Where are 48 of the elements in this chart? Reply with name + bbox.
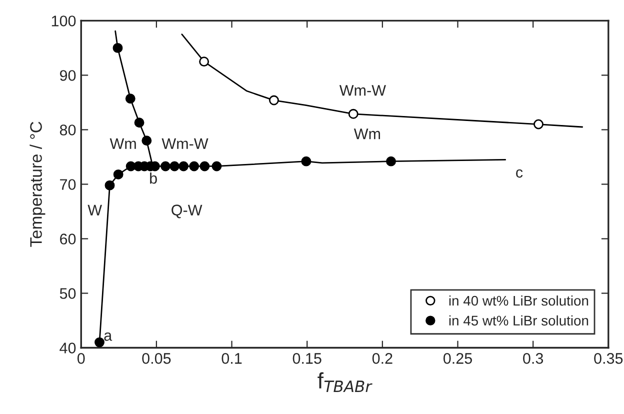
point — [199, 56, 210, 67]
annotation: Wm — [354, 128, 380, 140]
point — [189, 161, 200, 172]
point — [113, 169, 124, 180]
point — [160, 161, 170, 172]
annotation: b — [150, 172, 157, 184]
point — [142, 136, 152, 146]
y-tick-label: 60 — [60, 234, 76, 244]
point — [386, 156, 396, 166]
point — [94, 337, 104, 348]
y-tick-label: 50 — [60, 288, 76, 299]
x-tick-label: 0.25 — [443, 353, 472, 364]
x-tick-label: 0.1 — [222, 353, 242, 364]
point — [212, 161, 222, 172]
x-tick-label: 0.35 — [594, 353, 623, 364]
x-axis-title: f$_{TBABr}$ — [318, 372, 372, 392]
annotation: c — [516, 169, 523, 178]
point — [134, 118, 144, 128]
point — [301, 156, 312, 166]
point — [125, 94, 136, 104]
point — [178, 161, 189, 172]
point — [200, 161, 210, 172]
point — [348, 108, 358, 119]
x-tick-label: 0 — [77, 353, 85, 364]
annotation: W — [88, 204, 102, 216]
y-tick-label: 70 — [60, 179, 76, 190]
point — [268, 95, 279, 106]
point — [104, 180, 115, 190]
legend-label: in 40 wt% LiBr solution — [449, 295, 588, 306]
line-series — [181, 34, 584, 128]
x-tick-label: 0.2 — [372, 353, 392, 364]
y-tick-label: 90 — [60, 70, 76, 81]
y-tick-label: 100 — [52, 16, 76, 26]
point — [170, 161, 180, 172]
annotation: a — [104, 332, 112, 341]
legend-label: in 45 wt% LiBr solution — [449, 315, 588, 326]
y-axis-title: Temperature / °C — [30, 122, 46, 247]
x-tick-label: 0.15 — [292, 353, 322, 364]
point — [112, 42, 123, 53]
annotation: Wm — [110, 138, 136, 149]
x-tick-label: 0.05 — [142, 353, 171, 364]
x-tick-label: 0.3 — [523, 353, 544, 364]
annotation: Wm-W — [162, 138, 208, 149]
y-tick-label: 80 — [60, 124, 76, 136]
annotation: Wm-W — [339, 85, 386, 96]
point — [534, 119, 544, 130]
y-tick-label: 40 — [60, 342, 76, 354]
annotation: Q-W — [172, 204, 202, 218]
